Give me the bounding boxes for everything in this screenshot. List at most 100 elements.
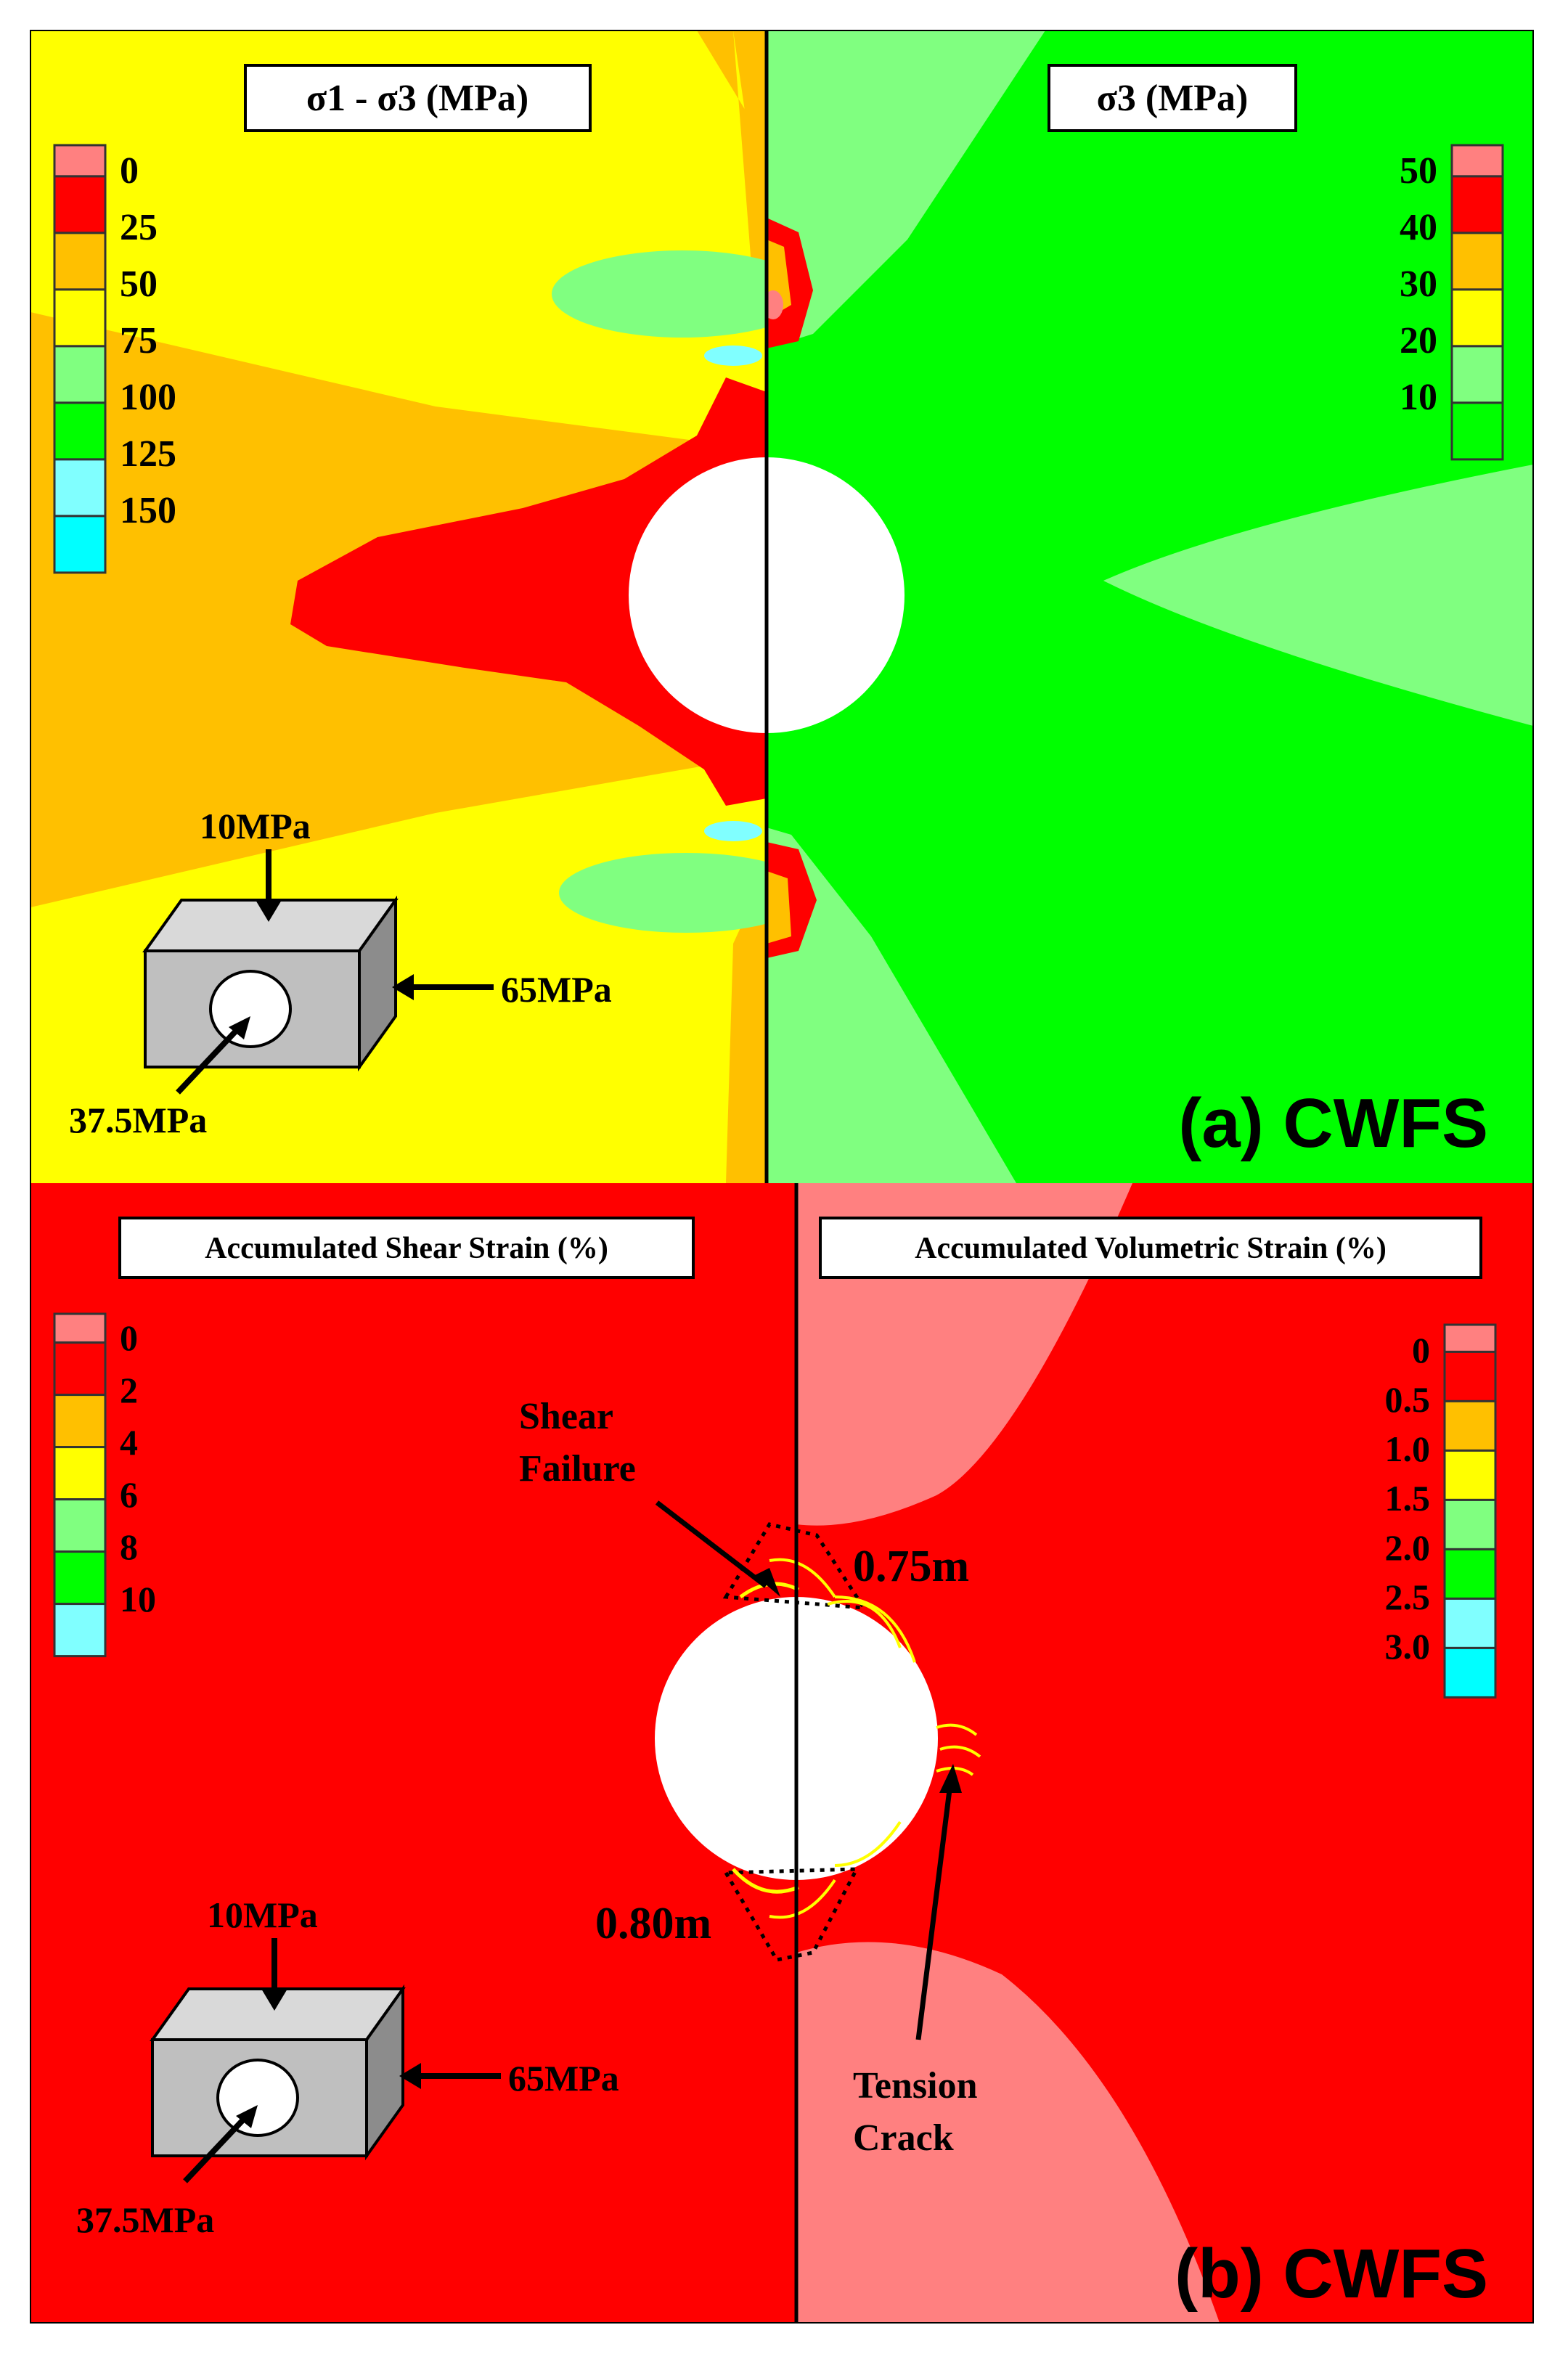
legend-swatch: [53, 288, 107, 348]
legend-label: 2: [120, 1370, 138, 1410]
legend-swatch: [53, 458, 107, 518]
opening-icon: [216, 2059, 299, 2137]
arrow-diagonal-icon: [236, 2105, 258, 2128]
legend-label: 10: [120, 1579, 156, 1619]
figure-frame: [30, 30, 1534, 2324]
panel-b: Accumulated Shear Strain (%) Accumulated…: [30, 1183, 1533, 2323]
legend-swatch: [53, 1603, 107, 1658]
legend-swatch: [53, 515, 107, 574]
shear-failure-zone-top: [722, 1522, 916, 1663]
panel-a-right-title: σ3 (MPa): [1097, 78, 1249, 119]
panel-b-right-title: Accumulated Volumetric Strain (%): [915, 1232, 1387, 1265]
load-axial-label: 37.5MPa: [76, 2199, 214, 2240]
legend-swatch: [1443, 1350, 1497, 1402]
legend-swatch: [1450, 288, 1504, 348]
panel-a-left-legend: 0 25 50 75 100 125 150: [53, 144, 176, 574]
tension-crack-label-2: Crack: [853, 2117, 954, 2159]
legend-label: 125: [120, 433, 176, 475]
panel-a-caption: (a) CWFS: [1178, 1084, 1488, 1162]
panel-b-right-title-box: Accumulated Volumetric Strain (%): [819, 1217, 1482, 1279]
panel-b-right-legend: 0 0.5 1.0 1.5 2.0 2.5 3.0: [1385, 1323, 1497, 1699]
panel-b-left-title-box: Accumulated Shear Strain (%): [118, 1217, 695, 1279]
legend-label: 0.5: [1385, 1379, 1431, 1420]
arrow-down-icon: [256, 900, 282, 922]
legend-swatch: [53, 175, 107, 234]
load-top-label: 10MPa: [207, 1895, 318, 1935]
arrow-left-icon: [399, 2063, 421, 2089]
panel-b-load-diagram: 10MPa 65MPa 37.5MPa: [76, 1895, 619, 2240]
legend-label: 10: [1400, 377, 1437, 418]
legend-swatch: [53, 345, 107, 404]
legend-label: 40: [1400, 207, 1437, 248]
legend-swatch: [1450, 232, 1504, 291]
legend-label: 50: [120, 263, 158, 305]
panel-a-left-contour: [30, 30, 767, 1183]
legend-swatch: [1450, 401, 1504, 461]
legend-label: 20: [1400, 320, 1437, 361]
legend-swatch: [53, 1312, 107, 1344]
legend-swatch: [1450, 144, 1504, 178]
legend-swatch: [53, 1446, 107, 1501]
depth-top-label: 0.75m: [853, 1542, 969, 1591]
shear-failure-label-2: Failure: [519, 1448, 636, 1489]
load-side-label: 65MPa: [508, 2058, 619, 2098]
legend-label: 2.0: [1385, 1527, 1431, 1568]
legend-label: 0: [120, 1317, 138, 1358]
legend-swatch: [1443, 1323, 1497, 1353]
legend-label: 0: [120, 150, 139, 192]
legend-label: 6: [120, 1474, 138, 1515]
legend-label: 25: [120, 207, 158, 248]
legend-label: 100: [120, 377, 176, 418]
legend-label: 2.5: [1385, 1577, 1431, 1617]
legend-swatch: [1443, 1597, 1497, 1649]
legend-swatch: [53, 1394, 107, 1449]
tension-crack-annotation: Tension Crack: [853, 1764, 978, 2159]
legend-label: 1.0: [1385, 1429, 1431, 1469]
panel-a-left-title-box: σ1 - σ3 (MPa): [244, 64, 592, 132]
legend-swatch: [1443, 1646, 1497, 1699]
shear-failure-label-1: Shear: [519, 1396, 613, 1437]
shear-failure-annotation: Shear Failure: [519, 1396, 780, 1597]
legend-swatch: [1443, 1399, 1497, 1452]
legend-label: 0: [1412, 1330, 1430, 1370]
panel-b-left-legend: 0 2 4 6 8 10: [53, 1312, 156, 1658]
legend-swatch: [53, 401, 107, 461]
panel-a-left-title: σ1 - σ3 (MPa): [306, 78, 528, 119]
load-axial-label: 37.5MPa: [69, 1100, 207, 1140]
panel-b-left-title: Accumulated Shear Strain (%): [205, 1232, 608, 1265]
legend-label: 50: [1400, 150, 1437, 192]
arrow-left-icon: [392, 974, 414, 1000]
legend-swatch: [1443, 1498, 1497, 1550]
panel-b-caption: (b) CWFS: [1175, 2235, 1488, 2313]
legend-swatch: [1450, 345, 1504, 404]
arrow-diagonal-icon: [229, 1016, 250, 1039]
panel-a-right-contour: [767, 30, 1533, 1183]
panel-a-load-diagram: 10MPa 65MPa 37.5MPa: [69, 806, 612, 1140]
load-top-label: 10MPa: [200, 806, 311, 846]
legend-swatch: [1450, 175, 1504, 234]
legend-label: 75: [120, 320, 158, 361]
load-side-label: 65MPa: [501, 969, 612, 1010]
arrow-up-icon: [939, 1764, 962, 1793]
depth-bottom-label: 0.80m: [595, 1899, 711, 1948]
legend-swatch: [1443, 1548, 1497, 1600]
panel-a-right-title-box: σ3 (MPa): [1048, 64, 1297, 132]
opening-icon: [209, 970, 292, 1048]
legend-label: 30: [1400, 263, 1437, 305]
legend-swatch: [53, 144, 107, 178]
panel-a: σ1 - σ3 (MPa) σ3 (MPa) 0255075100125150 …: [30, 30, 1533, 1183]
legend-label: 1.5: [1385, 1478, 1431, 1519]
legend-swatch: [53, 232, 107, 291]
tension-crack-label-1: Tension: [853, 2065, 978, 2106]
legend-swatch: [53, 1550, 107, 1606]
legend-swatch: [1443, 1449, 1497, 1501]
arrow-icon: [755, 1568, 780, 1597]
legend-swatch: [53, 1341, 107, 1397]
legend-label: 8: [120, 1527, 138, 1567]
legend-swatch: [53, 1498, 107, 1553]
arrow-down-icon: [261, 1989, 287, 2011]
shear-failure-zone-bottom: [722, 1820, 902, 1962]
legend-label: 4: [120, 1422, 138, 1463]
legend-label: 150: [120, 490, 176, 531]
